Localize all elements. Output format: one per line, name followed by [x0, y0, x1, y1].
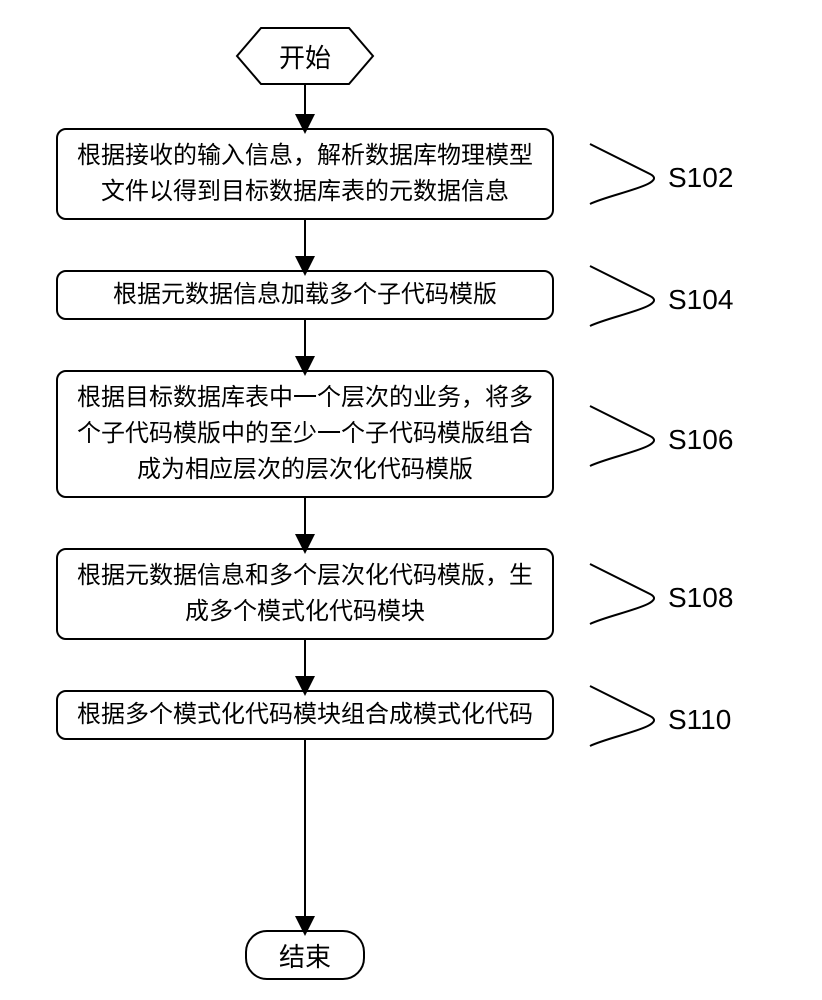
step-s102-text: 根据接收的输入信息，解析数据库物理模型文件以得到目标数据库表的元数据信息 — [72, 138, 538, 210]
start-label: 开始 — [279, 38, 331, 75]
step-s106-label: S106 — [668, 424, 733, 456]
squiggle-s102 — [590, 144, 654, 204]
step-s102-label: S102 — [668, 162, 733, 194]
step-s106: 根据目标数据库表中一个层次的业务，将多个子代码模版中的至少一个子代码模版组合成为… — [56, 370, 554, 498]
step-s108: 根据元数据信息和多个层次化代码模版，生成多个模式化代码模块 — [56, 548, 554, 640]
step-s102: 根据接收的输入信息，解析数据库物理模型文件以得到目标数据库表的元数据信息 — [56, 128, 554, 220]
squiggle-s110 — [590, 686, 654, 746]
squiggle-s104 — [590, 266, 654, 326]
step-s104: 根据元数据信息加载多个子代码模版 — [56, 270, 554, 320]
step-s110: 根据多个模式化代码模块组合成模式化代码 — [56, 690, 554, 740]
step-s104-label: S104 — [668, 284, 733, 316]
flowchart-canvas: 开始 根据接收的输入信息，解析数据库物理模型文件以得到目标数据库表的元数据信息 … — [0, 0, 822, 1000]
squiggle-s106 — [590, 406, 654, 466]
step-s110-text: 根据多个模式化代码模块组合成模式化代码 — [77, 697, 533, 733]
end-terminator: 结束 — [245, 930, 365, 980]
step-s108-label: S108 — [668, 582, 733, 614]
step-s104-text: 根据元数据信息加载多个子代码模版 — [113, 277, 497, 313]
step-s108-text: 根据元数据信息和多个层次化代码模版，生成多个模式化代码模块 — [72, 558, 538, 630]
squiggle-s108 — [590, 564, 654, 624]
start-terminator: 开始 — [237, 28, 373, 84]
step-s110-label: S110 — [668, 704, 731, 736]
step-s106-text: 根据目标数据库表中一个层次的业务，将多个子代码模版中的至少一个子代码模版组合成为… — [72, 380, 538, 488]
end-label: 结束 — [279, 937, 331, 974]
